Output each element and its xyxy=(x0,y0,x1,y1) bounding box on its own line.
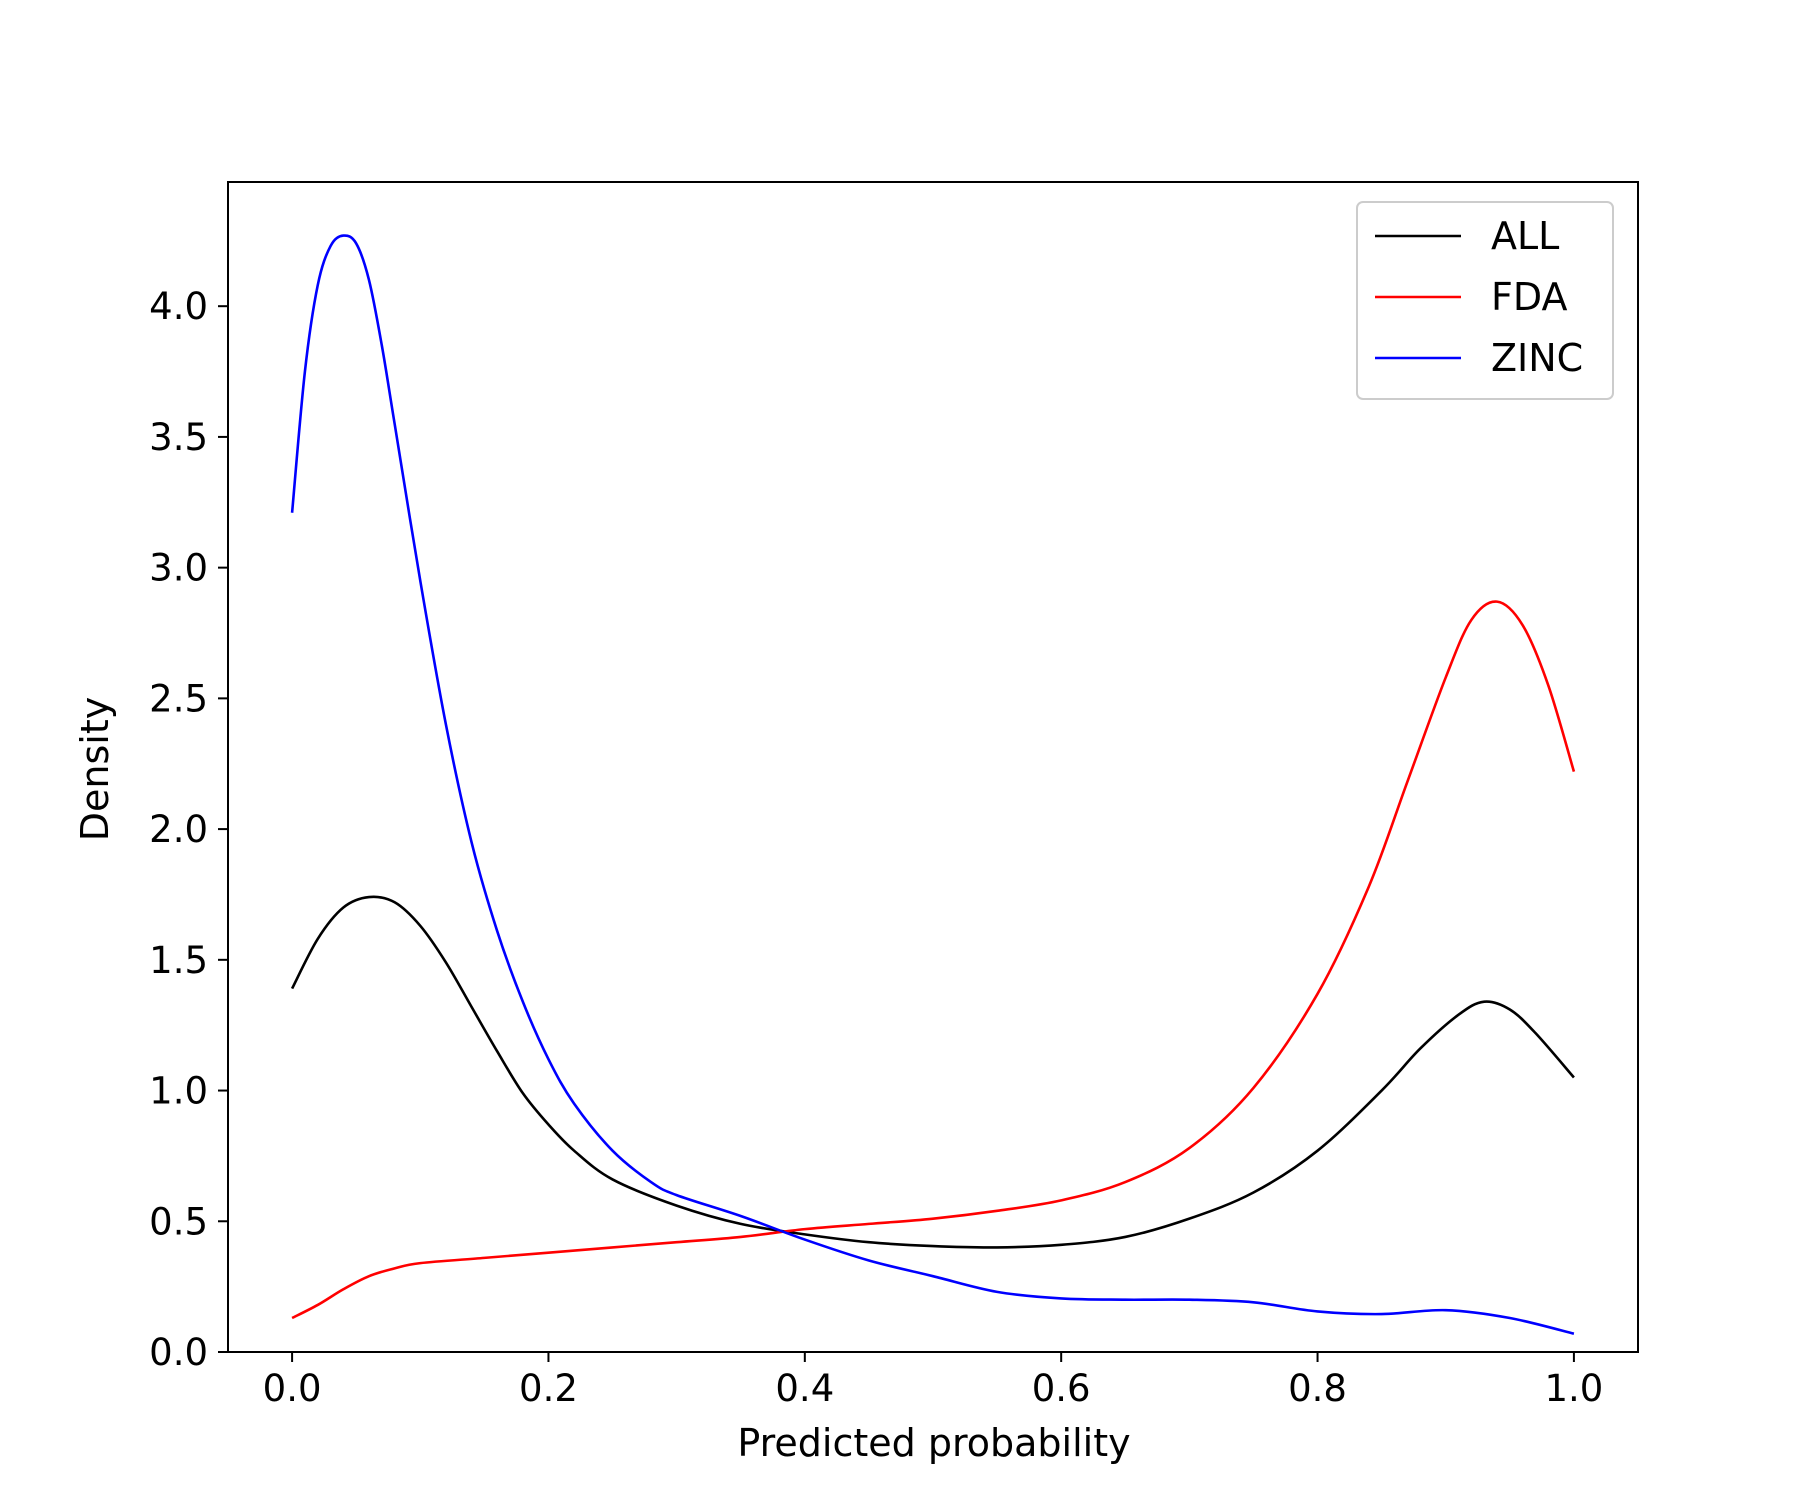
y-tick-label: 2.5 xyxy=(149,677,208,720)
legend-label-zinc: ZINC xyxy=(1491,336,1583,380)
series-line-all xyxy=(290,895,1575,1249)
series-line-zinc xyxy=(290,234,1575,1335)
legend-label-fda: FDA xyxy=(1491,275,1567,319)
x-tick-label: 0.4 xyxy=(775,1367,834,1410)
y-axis-label: Density xyxy=(73,697,117,841)
axes: 0.0 0.2 0.4 0.6 0.8 1.0 0.0 0.5 1.0 1.5 2.0 2.5 3.0 3… xyxy=(149,181,1639,1410)
x-tick-label: 0.0 xyxy=(263,1367,322,1410)
y-tick-label: 4.0 xyxy=(149,285,208,328)
x-tick-label: 0.8 xyxy=(1288,1367,1347,1410)
x-axis-label: Predicted probability xyxy=(737,1421,1130,1465)
x-tick-label: 1.0 xyxy=(1544,1367,1603,1410)
y-tick-label: 1.0 xyxy=(149,1070,208,1113)
legend-label-all: ALL xyxy=(1491,214,1559,258)
x-tick-label: 0.6 xyxy=(1032,1367,1091,1410)
y-tick-label: 0.0 xyxy=(149,1331,208,1374)
legend-box xyxy=(1356,201,1614,400)
y-tick-label: 1.5 xyxy=(149,939,208,982)
y-tick-label: 0.5 xyxy=(149,1200,208,1243)
x-tick-label: 0.2 xyxy=(519,1367,578,1410)
legend: ALL FDA ZINC xyxy=(1356,201,1614,400)
y-tick-label: 3.0 xyxy=(149,547,208,590)
y-tick-label: 3.5 xyxy=(149,416,208,459)
plot-frame xyxy=(227,181,1639,1353)
series-line-fda xyxy=(291,600,1576,1320)
plot-area xyxy=(290,234,1576,1335)
y-tick-label: 2.0 xyxy=(149,808,208,851)
